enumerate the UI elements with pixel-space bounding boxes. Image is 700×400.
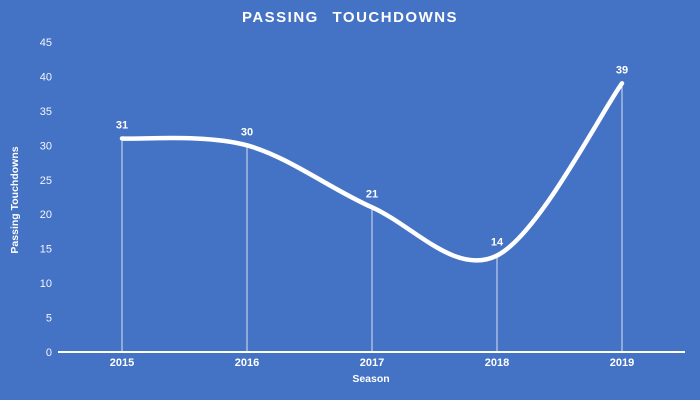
x-category-label: 2018	[485, 357, 509, 369]
y-tick-label: 0	[46, 347, 52, 359]
x-category-label: 2019	[610, 357, 634, 369]
x-category-label: 2017	[360, 357, 384, 369]
data-point-label: 21	[366, 188, 378, 200]
series-line	[119, 81, 625, 263]
y-tick-label: 25	[40, 175, 52, 187]
data-point-label: 14	[491, 237, 504, 249]
data-point-label: 31	[116, 119, 128, 131]
x-category-label: 2015	[110, 357, 134, 369]
y-tick-label: 20	[40, 209, 52, 221]
y-tick-label: 5	[46, 313, 52, 325]
y-tick-label: 45	[40, 37, 52, 49]
y-tick-label: 35	[40, 106, 52, 118]
x-category-label: 2016	[235, 357, 259, 369]
data-point-label: 30	[241, 126, 253, 138]
chart-title: PASSING TOUCHDOWNS	[241, 9, 459, 26]
y-tick-label: 40	[40, 71, 52, 83]
y-tick-label: 30	[40, 140, 52, 152]
y-tick-label: 15	[40, 244, 52, 256]
x-axis-title: Season	[352, 373, 390, 385]
y-tick-label: 10	[40, 278, 52, 290]
data-point-label: 39	[616, 64, 628, 76]
